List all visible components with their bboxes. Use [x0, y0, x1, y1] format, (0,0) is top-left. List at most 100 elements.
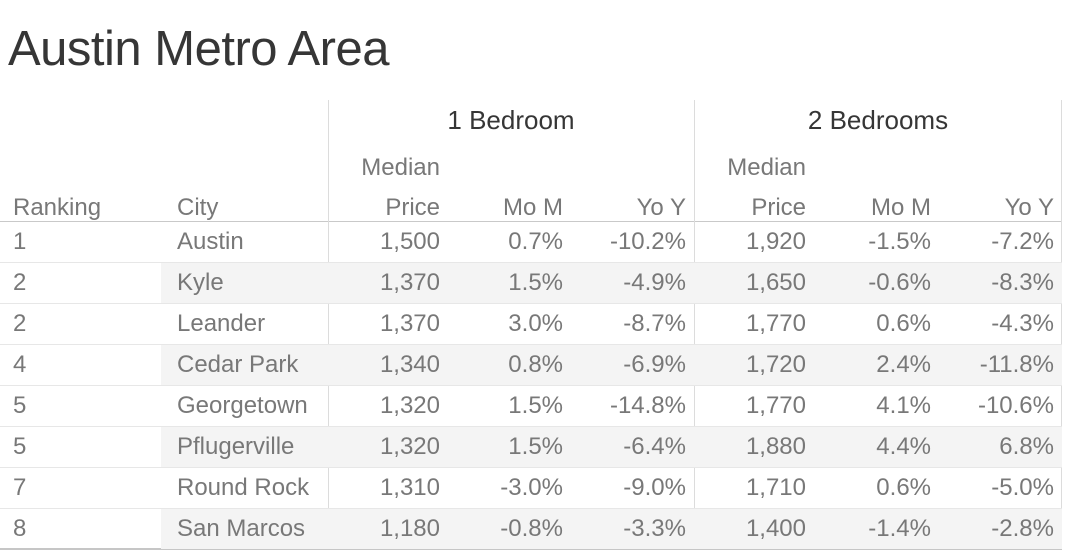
cell-1br-yoy: -6.9% — [623, 351, 686, 378]
cell-city: Cedar Park — [177, 351, 299, 378]
cell-1br-yoy: -6.4% — [623, 433, 686, 460]
cell-1br-mom: 1.5% — [508, 269, 563, 296]
median-label-line1: Median — [727, 154, 806, 181]
cell-1br-yoy: -4.9% — [623, 269, 686, 296]
cell-2br-median-price: 1,400 — [745, 515, 806, 542]
cell-2br-mom: -1.4% — [868, 515, 931, 542]
cell-2br-mom: 0.6% — [876, 474, 931, 501]
cell-2br-mom: -1.5% — [868, 228, 931, 255]
cell-1br-median-price: 1,310 — [379, 474, 440, 501]
column-header-2br-yoy[interactable]: Yo Y — [1004, 194, 1054, 221]
column-header-1br-mom[interactable]: Mo M — [503, 194, 563, 221]
table-row[interactable]: 5 Pflugerville 1,320 1.5% -6.4% 1,880 4.… — [0, 427, 1068, 468]
cell-2br-yoy: -2.8% — [991, 515, 1054, 542]
pane-divider-city-1br — [328, 100, 329, 550]
cell-1br-median-price: 1,180 — [379, 515, 440, 542]
row-separator — [0, 344, 1062, 345]
cell-1br-yoy: -8.7% — [623, 310, 686, 337]
row-stripe — [161, 263, 1062, 303]
row-stripe — [161, 427, 1062, 467]
cell-2br-median-price: 1,770 — [745, 392, 806, 419]
table-row[interactable]: 1 Austin 1,500 0.7% -10.2% 1,920 -1.5% -… — [0, 222, 1068, 263]
cell-2br-mom: 2.4% — [876, 351, 931, 378]
cell-2br-mom: 0.6% — [876, 310, 931, 337]
row-separator — [0, 467, 1062, 468]
cell-2br-yoy: -4.3% — [991, 310, 1054, 337]
table-row[interactable]: 8 San Marcos 1,180 -0.8% -3.3% 1,400 -1.… — [0, 509, 1068, 550]
header-underline — [0, 221, 1062, 222]
cell-1br-median-price: 1,500 — [379, 228, 440, 255]
cell-1br-yoy: -9.0% — [623, 474, 686, 501]
cell-city: Georgetown — [177, 392, 308, 419]
cell-city: Kyle — [177, 269, 224, 296]
cell-1br-median-price: 1,370 — [379, 310, 440, 337]
cell-2br-yoy: -11.8% — [979, 351, 1054, 378]
row-separator — [0, 303, 1062, 304]
cell-1br-yoy: -10.2% — [609, 228, 686, 255]
table-row[interactable]: 2 Leander 1,370 3.0% -8.7% 1,770 0.6% -4… — [0, 304, 1068, 345]
cell-2br-median-price: 1,920 — [745, 228, 806, 255]
table-row[interactable]: 5 Georgetown 1,320 1.5% -14.8% 1,770 4.1… — [0, 386, 1068, 427]
cell-1br-median-price: 1,320 — [379, 433, 440, 460]
cell-2br-median-price: 1,650 — [745, 269, 806, 296]
cell-2br-yoy: -8.3% — [991, 269, 1054, 296]
cell-1br-mom: 0.7% — [508, 228, 563, 255]
row-stripe — [161, 509, 1062, 549]
cell-city: Austin — [177, 228, 244, 255]
column-header-1br-yoy[interactable]: Yo Y — [636, 194, 686, 221]
cell-ranking: 1 — [13, 228, 27, 255]
cell-ranking: 2 — [13, 269, 27, 296]
cell-1br-mom: 0.8% — [508, 351, 563, 378]
column-header-2br-mom[interactable]: Mo M — [871, 194, 931, 221]
cell-city: Leander — [177, 310, 266, 337]
cell-city: Pflugerville — [177, 433, 295, 460]
cell-2br-yoy: -10.6% — [977, 392, 1054, 419]
cell-2br-yoy: 6.8% — [999, 433, 1054, 460]
row-stripe — [161, 345, 1062, 385]
table-bottom-rule — [0, 548, 1062, 550]
cell-1br-mom: 3.0% — [508, 310, 563, 337]
cell-city: San Marcos — [177, 515, 306, 542]
cell-2br-mom: -0.6% — [868, 269, 931, 296]
table-header-row: Ranking City Median Price Mo M Yo Y Medi… — [0, 148, 1068, 228]
cell-2br-yoy: -7.2% — [991, 228, 1054, 255]
cell-1br-mom: 1.5% — [508, 433, 563, 460]
column-group-2-bedrooms[interactable]: 2 Bedrooms — [807, 105, 949, 135]
median-label-line1: Median — [361, 154, 440, 181]
table-row[interactable]: 4 Cedar Park 1,340 0.8% -6.9% 1,720 2.4%… — [0, 345, 1068, 386]
cell-2br-mom: 4.4% — [876, 433, 931, 460]
column-group-1-bedroom[interactable]: 1 Bedroom — [447, 105, 575, 135]
table-row[interactable]: 2 Kyle 1,370 1.5% -4.9% 1,650 -0.6% -8.3… — [0, 263, 1068, 304]
cell-1br-yoy: -3.3% — [623, 515, 686, 542]
cell-ranking: 5 — [13, 392, 27, 419]
row-separator — [0, 385, 1062, 386]
column-header-city[interactable]: City — [177, 194, 219, 221]
cell-2br-median-price: 1,770 — [745, 310, 806, 337]
cell-1br-yoy: -14.8% — [609, 392, 686, 419]
row-separator — [0, 262, 1062, 263]
cell-ranking: 8 — [13, 515, 27, 542]
cell-1br-mom: 1.5% — [508, 392, 563, 419]
pane-divider-1br-2br — [694, 100, 695, 550]
cell-city: Round Rock — [177, 474, 310, 501]
cell-1br-mom: -3.0% — [500, 474, 563, 501]
column-header-2br-median-price[interactable]: Median Price — [694, 148, 814, 228]
cell-ranking: 4 — [13, 351, 27, 378]
cell-2br-median-price: 1,710 — [745, 474, 806, 501]
column-header-1br-median-price[interactable]: Median Price — [328, 148, 448, 228]
column-header-ranking[interactable]: Ranking — [13, 194, 102, 221]
table-row[interactable]: 7 Round Rock 1,310 -3.0% -9.0% 1,710 0.6… — [0, 468, 1068, 509]
cell-ranking: 7 — [13, 474, 27, 501]
row-separator — [0, 508, 1062, 509]
cell-1br-median-price: 1,370 — [379, 269, 440, 296]
median-label-line2: Price — [751, 194, 806, 221]
cell-ranking: 2 — [13, 310, 27, 337]
cell-2br-median-price: 1,880 — [745, 433, 806, 460]
cell-2br-yoy: -5.0% — [991, 474, 1054, 501]
cell-1br-mom: -0.8% — [500, 515, 563, 542]
pane-divider-right-edge — [1061, 100, 1062, 550]
row-separator — [0, 426, 1062, 427]
cell-2br-mom: 4.1% — [876, 392, 931, 419]
cell-ranking: 5 — [13, 433, 27, 460]
